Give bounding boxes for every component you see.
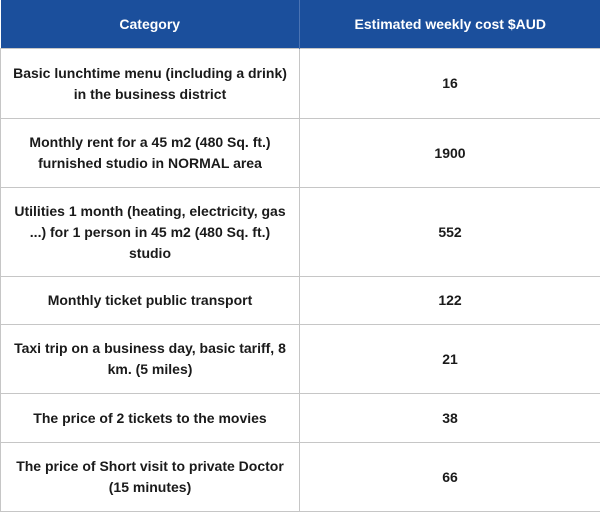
header-cost: Estimated weekly cost $AUD — [299, 0, 600, 49]
table-row: Utilities 1 month (heating, electricity,… — [0, 187, 600, 277]
category-cell: Monthly ticket public transport — [0, 276, 300, 325]
table-row: Taxi trip on a business day, basic tarif… — [0, 324, 600, 394]
category-cell: Monthly rent for a 45 m2 (480 Sq. ft.) f… — [0, 118, 300, 188]
cost-cell: 1900 — [299, 118, 600, 188]
category-cell: Utilities 1 month (heating, electricity,… — [0, 187, 300, 277]
cost-cell: 552 — [299, 187, 600, 277]
cost-cell: 21 — [299, 324, 600, 394]
table-body: Basic lunchtime menu (including a drink)… — [0, 48, 600, 512]
table-row: The price of Short visit to private Doct… — [0, 442, 600, 512]
category-cell: Taxi trip on a business day, basic tarif… — [0, 324, 300, 394]
category-cell: The price of 2 tickets to the movies — [0, 393, 300, 443]
header-row: Category Estimated weekly cost $AUD — [0, 0, 600, 49]
cost-cell: 122 — [299, 276, 600, 325]
table-header: Category Estimated weekly cost $AUD — [0, 0, 600, 49]
table-row: Monthly ticket public transport 122 — [0, 276, 600, 325]
cost-cell: 38 — [299, 393, 600, 443]
cost-cell: 66 — [299, 442, 600, 512]
table-row: Monthly rent for a 45 m2 (480 Sq. ft.) f… — [0, 118, 600, 188]
cost-cell: 16 — [299, 48, 600, 119]
table-row: The price of 2 tickets to the movies 38 — [0, 393, 600, 443]
category-cell: The price of Short visit to private Doct… — [0, 442, 300, 512]
table-row: Basic lunchtime menu (including a drink)… — [0, 48, 600, 119]
category-cell: Basic lunchtime menu (including a drink)… — [0, 48, 300, 119]
header-category: Category — [0, 0, 300, 49]
